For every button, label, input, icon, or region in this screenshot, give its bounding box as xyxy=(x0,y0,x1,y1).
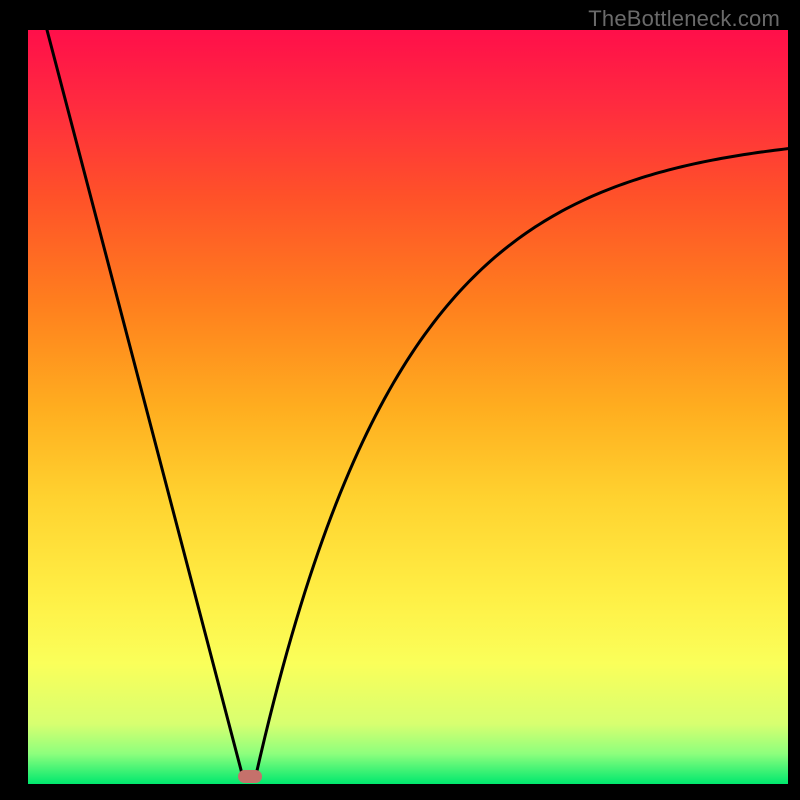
bottleneck-curve xyxy=(47,30,788,775)
curve-layer xyxy=(28,30,788,784)
outer-frame: TheBottleneck.com xyxy=(0,0,800,800)
plot-area xyxy=(28,30,788,784)
min-marker xyxy=(238,770,262,784)
watermark-text: TheBottleneck.com xyxy=(588,6,780,32)
